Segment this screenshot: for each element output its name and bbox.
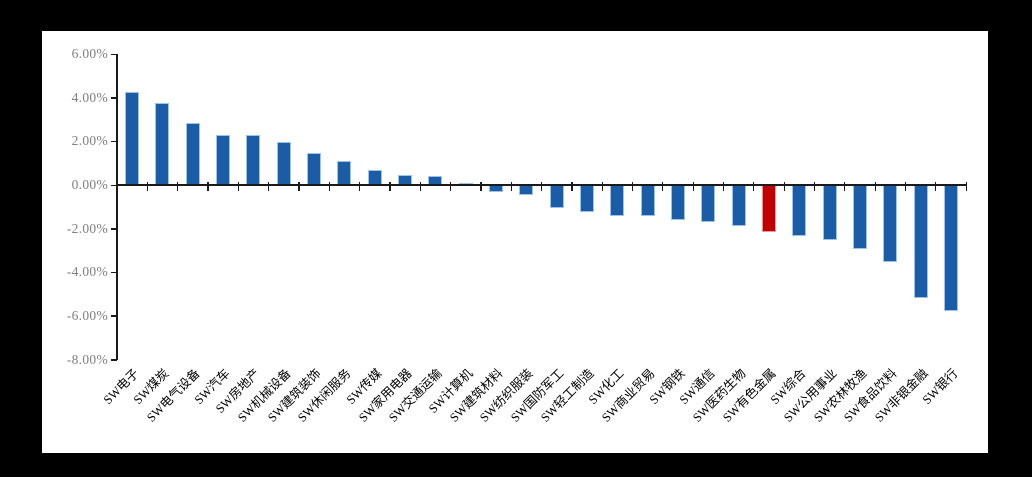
x-axis-tick xyxy=(965,182,967,191)
bar xyxy=(883,185,898,263)
y-axis-tick-label: 0.00% xyxy=(71,177,108,192)
x-axis-tick xyxy=(662,182,664,191)
bar-highlighted xyxy=(761,185,776,233)
x-axis-tick xyxy=(874,182,876,191)
x-axis-tick xyxy=(146,182,148,191)
x-axis-tick xyxy=(722,182,725,191)
bar xyxy=(640,185,655,216)
y-axis-tick xyxy=(111,271,117,274)
y-axis-tick xyxy=(111,97,117,99)
x-axis-tick xyxy=(177,182,179,191)
x-axis-tick xyxy=(268,182,270,191)
x-axis-tick xyxy=(328,182,330,191)
bar xyxy=(701,185,716,222)
bar xyxy=(216,135,231,185)
bar xyxy=(549,185,564,209)
bar xyxy=(822,185,837,240)
bar xyxy=(731,185,746,226)
x-axis-tick xyxy=(450,182,452,191)
y-axis-tick xyxy=(111,53,117,55)
chart-panel: 6.00% 4.00% 2.00% 0.00% -2.00% -4.00% -6.00% -8… xyxy=(42,31,988,453)
sector-performance-bar-chart: 6.00% 4.00% 2.00% 0.00% -2.00% -4.00% -6.00% -8… xyxy=(42,31,988,453)
x-axis-tick xyxy=(480,182,482,191)
y-axis-tick-label: 6.00% xyxy=(71,46,108,62)
x-axis-tick xyxy=(389,182,391,191)
y-axis-tick xyxy=(111,184,117,186)
y-axis-tick-label: -8.00% xyxy=(66,351,108,367)
x-axis-line xyxy=(117,184,966,186)
y-axis-tick-label: -4.00% xyxy=(66,264,108,280)
x-axis-tick xyxy=(783,182,785,191)
x-axis-tick xyxy=(359,182,361,191)
y-axis-tick-label: 2.00% xyxy=(71,133,108,149)
x-axis-tick xyxy=(904,182,907,191)
y-axis-tick xyxy=(111,359,117,361)
bar xyxy=(852,185,867,249)
bar xyxy=(913,185,928,298)
bar xyxy=(610,185,625,216)
x-axis-tick xyxy=(510,182,512,191)
bar xyxy=(943,185,958,311)
bar xyxy=(125,92,140,185)
x-axis-tick xyxy=(692,182,694,191)
x-axis-tick xyxy=(935,182,937,191)
x-axis-tick xyxy=(298,182,300,191)
x-axis-tick xyxy=(631,182,634,191)
x-axis-tick xyxy=(419,182,421,191)
y-axis-tick-label: 4.00% xyxy=(71,89,108,105)
bar xyxy=(792,185,807,237)
bar xyxy=(670,185,685,220)
x-axis-tick xyxy=(571,182,573,191)
y-axis-tick xyxy=(111,315,117,317)
y-axis-tick xyxy=(111,140,117,143)
y-axis-tick-label: -6.00% xyxy=(66,307,108,323)
bar xyxy=(307,153,322,185)
bar xyxy=(276,142,291,185)
x-axis-tick xyxy=(601,182,603,191)
y-axis-tick xyxy=(111,228,117,230)
bar xyxy=(155,102,170,185)
x-axis-tick xyxy=(753,182,755,191)
y-axis-line xyxy=(116,54,118,360)
x-axis-tick xyxy=(541,182,543,191)
x-axis-tick xyxy=(237,182,239,191)
bar xyxy=(367,169,382,185)
x-axis-tick xyxy=(813,182,816,191)
bar xyxy=(489,185,504,193)
bar xyxy=(519,185,534,196)
bar xyxy=(246,135,261,185)
bar xyxy=(185,123,200,185)
bar xyxy=(579,185,594,212)
bar xyxy=(337,161,352,185)
y-axis-tick-label: -2.00% xyxy=(66,220,108,236)
x-axis-tick xyxy=(207,182,209,191)
x-axis-tick xyxy=(116,182,118,191)
x-axis-tick xyxy=(844,182,846,191)
